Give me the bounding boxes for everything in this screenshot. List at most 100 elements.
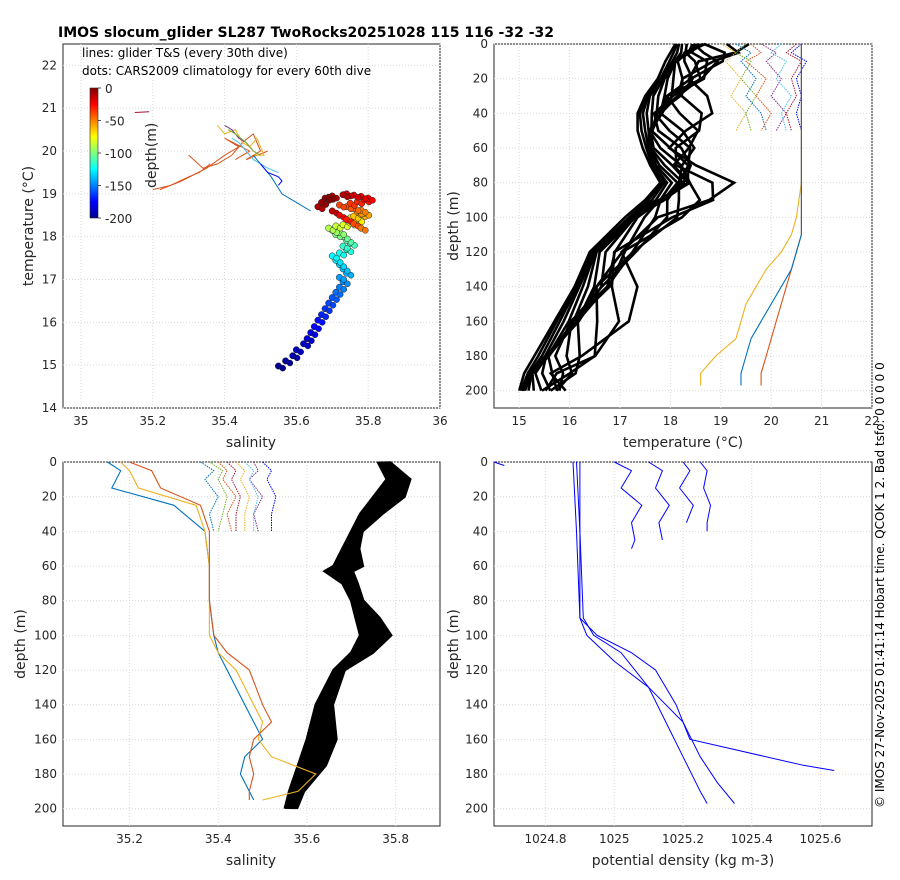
dens-ylabel: depth (m) [446,609,462,679]
ts-ticks: 35 35.2 35.4 35.6 35.8 36 14 15 16 17 18 19 20 21 22 [42,58,448,428]
ts-climatology-dot [308,337,315,345]
ts-ytick-label: 16 [42,315,57,329]
ts-glider-line [159,137,251,191]
ts-climatology-dot [362,195,369,202]
dens-ytick-label: 0 [480,455,488,469]
ts-climatology-dot [336,291,344,298]
temp-ytick-label: 120 [465,245,488,259]
sal-ylabel: depth (m) [13,609,29,679]
dens-lines [493,461,835,804]
temp-glider-line [785,43,803,131]
temp-xtick-label: 20 [764,414,779,428]
temp-xtick-label: 21 [814,414,829,428]
temp-ytick-label: 100 [465,210,488,224]
temp-glider-line [745,43,772,131]
sal-climatology-line [295,461,412,810]
panel-salinity: 35.2 35.4 35.6 35.8 0 20 40 60 80 100 120 140 160 180… [13,455,441,869]
temp-climatology-line [541,42,727,392]
dens-line [493,461,505,466]
ts-ytick-label: 14 [42,401,57,415]
ts-climatology-dot [347,271,355,279]
dens-xtick-label: 1025.4 [731,832,773,846]
sal-ytick-label: 180 [34,767,57,781]
sal-xtick-label: 35.2 [116,832,143,846]
ts-climatology-dot [297,348,304,356]
ts-xtick-label: 35.8 [355,414,382,428]
temp-glider-line [760,43,787,131]
temp-climatology-line [540,42,706,392]
ts-climatology-dots [274,190,376,372]
temp-xtick-label: 22 [864,414,879,428]
ts-climatology-dot [362,209,369,216]
sal-xlabel: salinity [226,853,276,869]
ts-climatology-dot [293,354,301,362]
ts-climatology-dot [336,259,344,266]
ts-climatology-dot [304,342,312,350]
temp-climatology-line [548,42,750,392]
ts-annotation-lines: lines: glider T&S (every 30th dive) [82,46,288,60]
ts-climatology-dot [344,280,351,288]
temp-glider-line [735,43,767,131]
ts-climatology-dot [279,364,286,372]
sal-ytick-label: 120 [34,663,57,677]
ts-ytick-label: 19 [42,187,57,201]
dens-line [579,462,835,771]
dens-line [678,461,694,523]
temp-glider-deep-line [740,44,802,386]
sal-xtick-label: 35.8 [382,832,409,846]
dens-ticks: 1024.8 1025 1025.2 1025.4 1025.6 0 20 40 60 80 100… [465,455,841,846]
sal-climatology-lines [283,461,412,810]
temp-ticks: 15 16 17 18 19 20 21 22 0 20 40 60 80 100 120 140 160 180… [465,37,880,428]
sal-glider-line [217,461,237,532]
dens-line [699,461,712,532]
temp-climatology-line [519,43,679,392]
colorbar-label: depth(m) [144,123,160,188]
sal-ytick-label: 20 [42,490,57,504]
ts-climatology-dot [333,296,340,303]
ts-climatology-dot [315,325,322,333]
ts-annotation-dots: dots: CARS2009 climatology for every 60t… [82,64,371,78]
dens-ytick-label: 160 [465,732,488,746]
temp-ytick-label: 20 [473,72,488,86]
ts-ytick-label: 18 [42,230,57,244]
temp-climatology-line [517,43,677,392]
ts-glider-line [231,137,279,173]
ts-climatology-dot [322,201,330,208]
ts-ytick-label: 22 [42,58,57,72]
sal-ytick-label: 80 [42,594,57,608]
sal-glider-deep-line [129,461,273,800]
dens-ytick-label: 40 [473,524,488,538]
ts-climatology-dot [344,245,351,252]
ts-climatology-dot [354,207,362,214]
ts-climatology-dot [340,231,348,238]
sal-xtick-label: 35.4 [205,832,232,846]
dens-ytick-label: 180 [465,767,488,781]
sal-ytick-label: 100 [34,628,57,642]
ts-glider-line [252,154,311,212]
sal-ytick-label: 140 [34,698,57,712]
sal-xtick-label: 35.6 [294,832,321,846]
dens-ytick-label: 20 [473,490,488,504]
temp-xtick-label: 16 [562,414,577,428]
colorbar-tick-label: -200 [105,212,132,226]
ts-glider-line [227,129,261,156]
ts-climatology-dot [311,331,319,339]
temp-climatology-line [553,42,703,391]
ts-climatology-dot [340,286,348,293]
ts-climatology-dot [322,313,330,321]
ts-climatology-dot [340,203,348,211]
sal-ytick-label: 0 [49,455,57,469]
colorbar-tick-label: -150 [105,180,132,194]
sal-glider-line [262,461,277,532]
ts-climatology-dot [318,319,326,326]
sal-glider-line [209,461,228,532]
ts-climatology-dot [326,307,333,315]
temp-ytick-label: 160 [465,314,488,328]
colorbar-tick-label: -50 [105,115,125,129]
dens-ytick-label: 60 [473,559,488,573]
ts-climatology-dot [344,235,351,243]
dens-line [648,461,670,541]
ts-climatology-dot [344,267,351,275]
side-caption: © IMOS 27-Nov-2025 01:41:14 Hobart time.… [873,362,887,808]
